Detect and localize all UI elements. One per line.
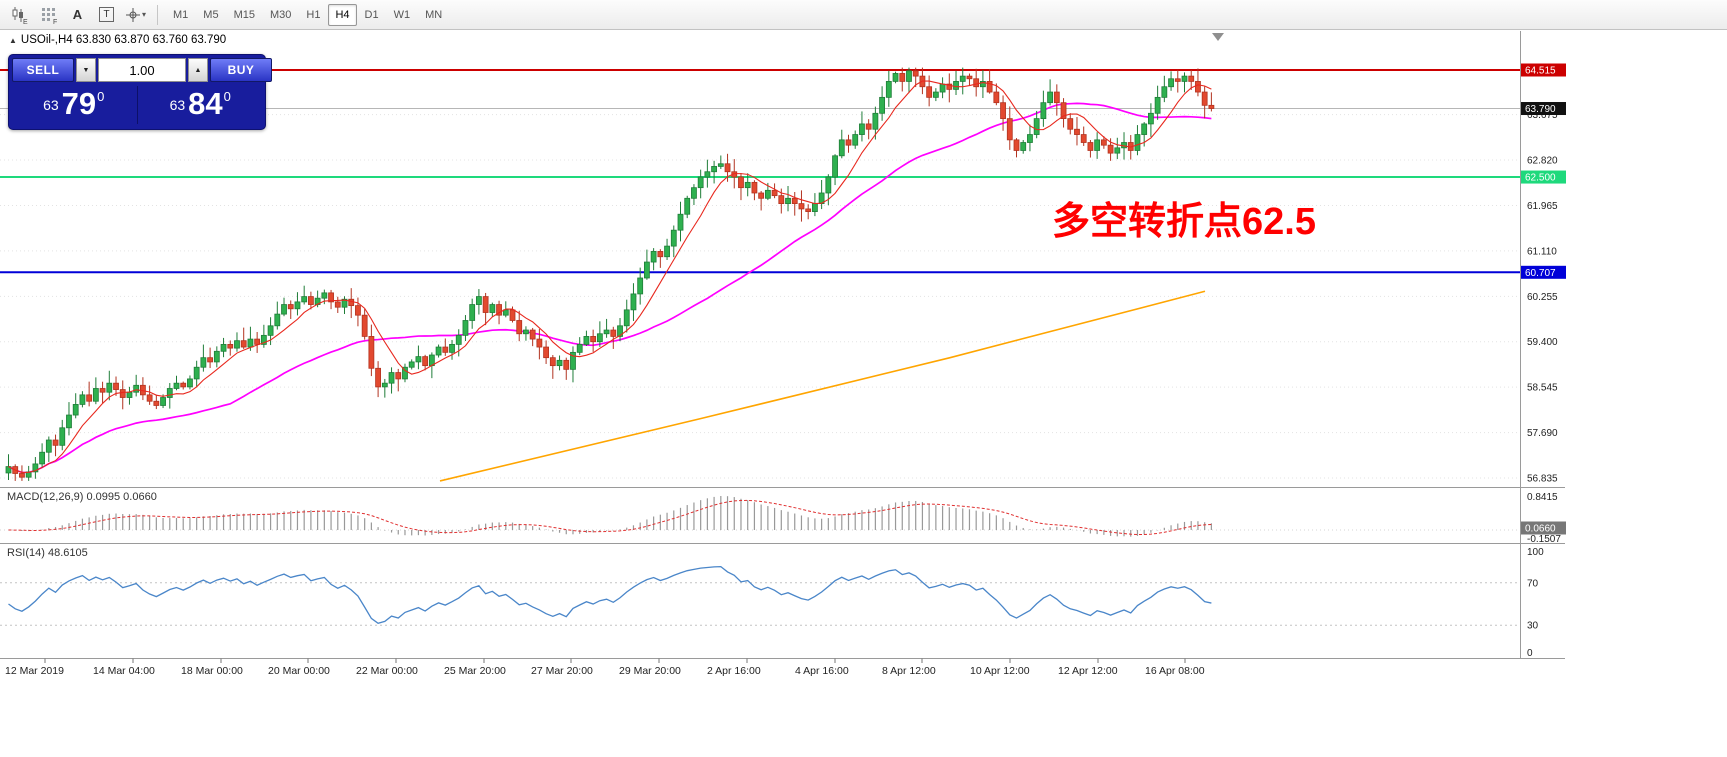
svg-text:62.500: 62.500: [1525, 173, 1556, 184]
buy-price-prefix: 63: [169, 97, 186, 113]
svg-text:-0.1507: -0.1507: [1527, 534, 1561, 545]
price-badge: 63.790: [1521, 102, 1566, 116]
svg-text:64.515: 64.515: [1525, 66, 1556, 77]
svg-text:60.255: 60.255: [1527, 292, 1558, 303]
volume-increase-button[interactable]: ▲: [188, 58, 208, 82]
sell-price-button[interactable]: 63 79 0: [12, 84, 136, 126]
price-badge: 0.0660: [1521, 521, 1566, 535]
svg-text:0: 0: [1527, 648, 1533, 659]
ma-medium-line: [8, 102, 1212, 474]
macd-histogram: [14, 496, 1212, 537]
svg-text:10 Apr 12:00: 10 Apr 12:00: [970, 665, 1030, 677]
svg-text:12 Mar 2019: 12 Mar 2019: [5, 665, 64, 677]
svg-text:25 Mar 20:00: 25 Mar 20:00: [444, 665, 506, 677]
price-gridlines: [0, 114, 1520, 479]
chart-type-icon[interactable]: E: [6, 3, 33, 27]
svg-text:8 Apr 12:00: 8 Apr 12:00: [882, 665, 936, 677]
symbol-ohlc-text: USOil-,H4 63.830 63.870 63.760 63.790: [20, 34, 227, 46]
svg-text:2 Apr 16:00: 2 Apr 16:00: [707, 665, 761, 677]
price-badge: 60.707: [1521, 265, 1566, 279]
crosshair-icon[interactable]: ▾: [122, 3, 149, 27]
svg-text:61.965: 61.965: [1527, 201, 1558, 212]
sell-button[interactable]: SELL: [12, 58, 74, 82]
svg-text:56.835: 56.835: [1527, 474, 1558, 485]
svg-text:14 Mar 04:00: 14 Mar 04:00: [93, 665, 155, 677]
price-badge: 64.515: [1521, 63, 1566, 77]
symbol-info: ▲ USOil-,H4 63.830 63.870 63.760 63.790: [9, 34, 226, 46]
time-axis: 12 Mar 2019 14 Mar 04:00 18 Mar 00:00 20 Ma…: [5, 658, 1205, 677]
svg-text:100: 100: [1527, 547, 1544, 558]
volume-decrease-button[interactable]: ▼: [76, 58, 96, 82]
svg-text:20 Mar 00:00: 20 Mar 00:00: [268, 665, 330, 677]
price-divider: [136, 86, 138, 124]
price-badge: 62.500: [1521, 170, 1566, 184]
grid-icon[interactable]: F: [35, 3, 62, 27]
svg-text:29 Mar 20:00: 29 Mar 20:00: [619, 665, 681, 677]
boxed-t-icon: T: [99, 7, 114, 22]
timeframe-button-m5[interactable]: M5: [203, 8, 219, 21]
sell-price-sup: 0: [97, 89, 105, 104]
ma-slow-line: [439, 290, 1206, 482]
timeframe-button-m1[interactable]: M1: [173, 8, 189, 21]
rsi-line: [8, 565, 1212, 624]
chevron-down-icon: ▾: [141, 10, 146, 19]
svg-text:61.110: 61.110: [1527, 246, 1557, 257]
one-click-trading-panel: SELL ▼ ▲ BUY 63 79 0 63 84 0: [8, 54, 272, 130]
svg-text:E: E: [23, 19, 28, 25]
svg-text:0.0660: 0.0660: [1525, 524, 1556, 535]
bar-shift-marker-icon: [1212, 33, 1224, 41]
panel-separators: [0, 31, 1565, 659]
timeframe-button-h1[interactable]: H1: [306, 8, 321, 21]
timeframe-button-w1[interactable]: W1: [393, 8, 411, 21]
ma-fast-line: [8, 80, 1212, 473]
svg-text:16 Apr 08:00: 16 Apr 08:00: [1145, 665, 1205, 677]
svg-text:70: 70: [1527, 578, 1539, 589]
svg-text:59.400: 59.400: [1527, 337, 1558, 348]
buy-price-big: 84: [188, 86, 223, 121]
timeframe-button-d1[interactable]: D1: [364, 8, 379, 21]
sell-price-big: 79: [61, 86, 97, 121]
svg-text:0.8415: 0.8415: [1527, 492, 1558, 503]
svg-text:57.690: 57.690: [1527, 428, 1558, 439]
svg-text:4 Apr 16:00: 4 Apr 16:00: [795, 665, 849, 677]
symbol-marker-icon: ▲: [9, 35, 17, 45]
timeframe-button-h4[interactable]: H4: [328, 3, 357, 26]
timeframe-button-m15[interactable]: M15: [233, 8, 255, 21]
macd-signal-line: [8, 499, 1212, 536]
toolbar-separator: [157, 4, 158, 25]
text-label-icon[interactable]: A: [72, 7, 83, 22]
timeframe-group: M1 M5 M15 M30 H1 H4 D1 W1 MN: [166, 3, 449, 26]
buy-price-button[interactable]: 63 84 0: [139, 84, 263, 126]
rsi-axis: 100 70 30 0: [1527, 547, 1544, 659]
timeframe-button-m30[interactable]: M30: [269, 8, 292, 21]
chart-annotation-text: 多空转折点62.5: [1052, 201, 1316, 243]
rsi-indicator-label: RSI(14) 48.6105: [7, 547, 88, 559]
svg-text:18 Mar 00:00: 18 Mar 00:00: [181, 665, 243, 677]
buy-button[interactable]: BUY: [210, 58, 272, 82]
svg-text:62.820: 62.820: [1527, 156, 1558, 167]
macd-indicator-label: MACD(12,26,9) 0.0995 0.0660: [7, 491, 157, 503]
svg-text:12 Apr 12:00: 12 Apr 12:00: [1058, 665, 1118, 677]
rsi-level-lines: [0, 582, 1520, 626]
svg-text:60.707: 60.707: [1525, 268, 1556, 279]
toolbar: E F A T ▾ M1 M5 M15 M30 H1 H4 D1 W1 MN: [0, 0, 1727, 30]
svg-text:63.790: 63.790: [1525, 104, 1556, 115]
svg-text:F: F: [53, 19, 57, 25]
volume-input[interactable]: [98, 58, 186, 82]
svg-text:27 Mar 20:00: 27 Mar 20:00: [531, 665, 593, 677]
sell-price-prefix: 63: [43, 97, 59, 113]
svg-text:30: 30: [1527, 621, 1539, 632]
price-axis-badges: 64.515 62.500 60.707 63.790: [1521, 63, 1566, 279]
macd-axis: 0.8415 0.0660-0.1507: [1521, 492, 1566, 545]
svg-text:22 Mar 00:00: 22 Mar 00:00: [356, 665, 418, 677]
svg-text:58.545: 58.545: [1527, 383, 1558, 394]
price-axis: 63.675 62.820 61.965 61.110 60.255 59.400 58.5…: [1527, 110, 1558, 484]
buy-price-sup: 0: [223, 89, 231, 104]
svg-text:63.675: 63.675: [1527, 110, 1558, 121]
timeframe-button-mn[interactable]: MN: [425, 8, 443, 21]
text-frame-icon[interactable]: T: [93, 3, 120, 27]
